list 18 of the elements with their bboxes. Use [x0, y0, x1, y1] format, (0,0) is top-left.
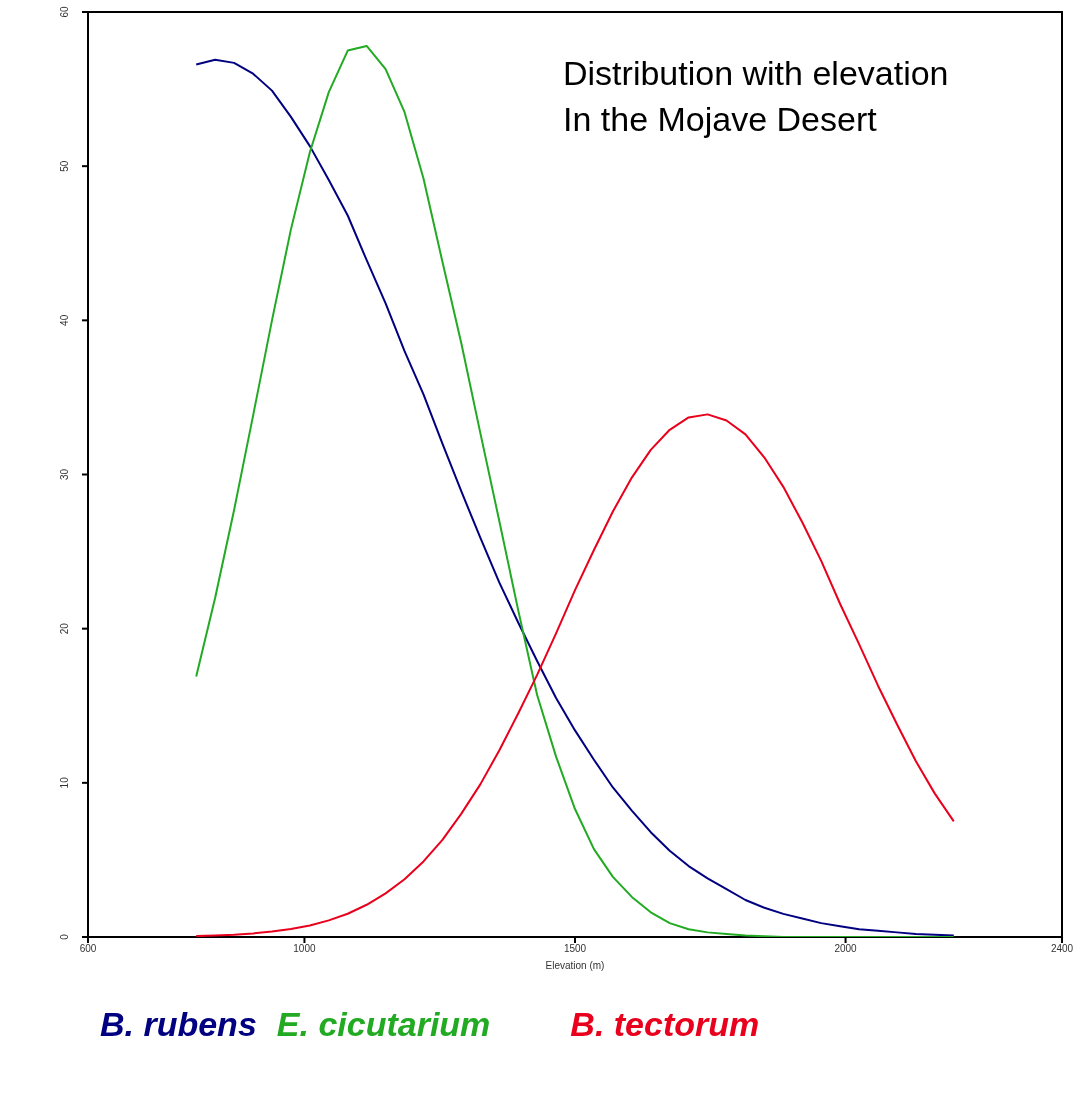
x-tick-label: 2000 — [834, 943, 858, 955]
x-axis-title: Elevation (m) — [545, 960, 605, 971]
y-tick-label: 30 — [59, 468, 70, 481]
text: Distribution with elevation In the Mojave Desert — [563, 53, 949, 140]
text: B. rubens — [100, 1005, 257, 1044]
y-tick-label: 20 — [59, 622, 70, 635]
y-tick-label: 40 — [59, 314, 70, 326]
x-tick-label: 600 — [79, 943, 97, 955]
x-tick-label: 1500 — [563, 943, 587, 955]
x-tick-label: 2400 — [1050, 943, 1074, 955]
y-tick-label: 10 — [59, 776, 70, 789]
y-tick-label: 0 — [59, 933, 70, 940]
line-series — [195, 413, 955, 937]
text: B. tectorum — [570, 1005, 760, 1044]
text: E. cicutarium — [276, 1005, 491, 1044]
y-tick-label: 50 — [59, 160, 70, 172]
x-tick-label: 1000 — [293, 943, 316, 955]
y-tick-label: 60 — [59, 6, 70, 18]
